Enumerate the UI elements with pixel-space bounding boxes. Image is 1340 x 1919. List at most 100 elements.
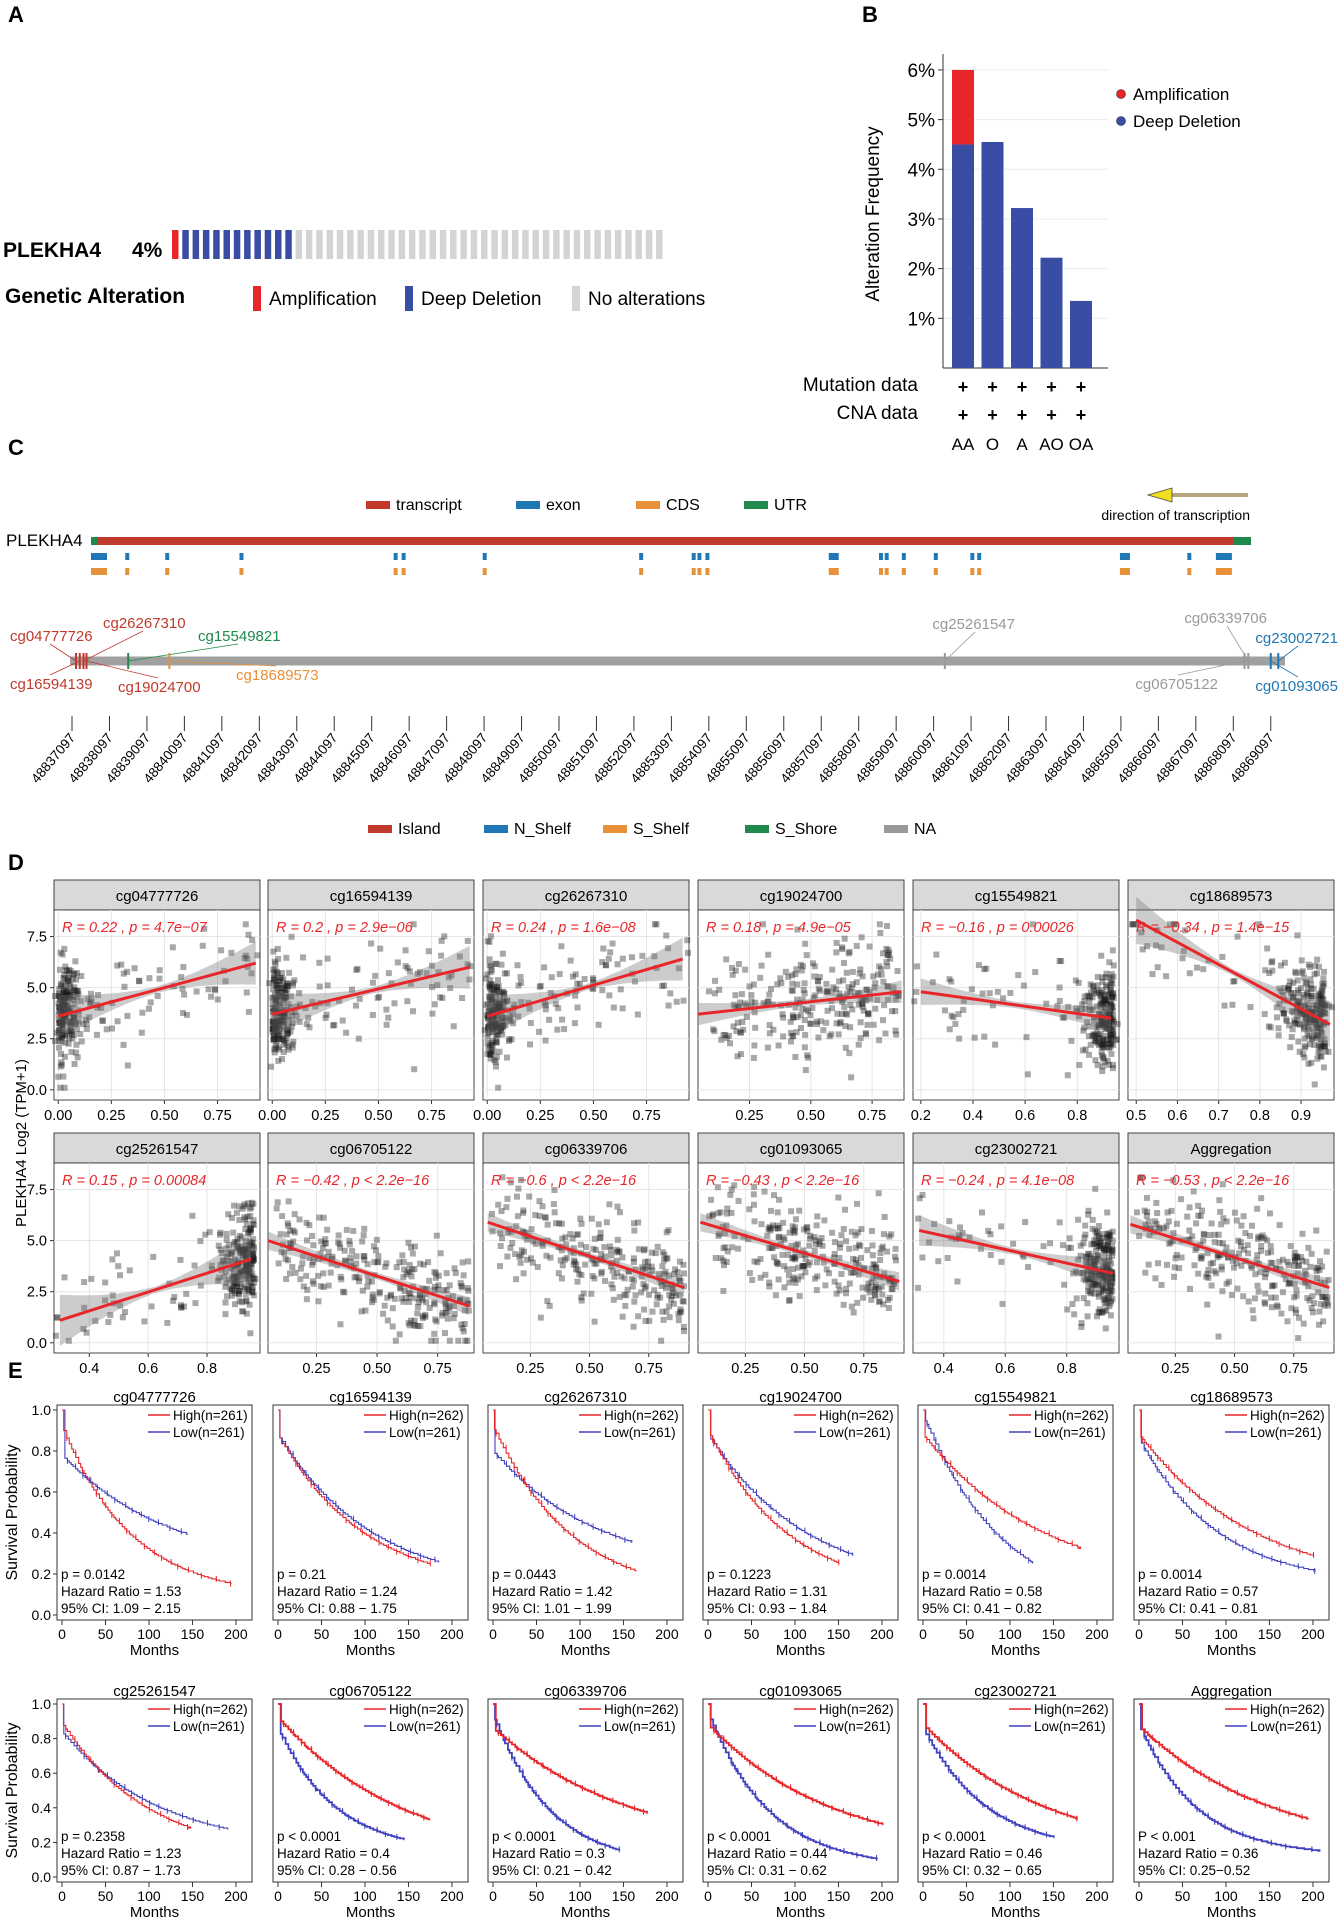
km-confidence-interval: 95% CI: 1.09 − 2.15 (61, 1601, 181, 1616)
km-x-axis-label: Months (130, 1904, 179, 1919)
scatter-point (508, 1036, 515, 1043)
scatter-point (804, 1052, 811, 1059)
scatter-point (274, 1199, 281, 1206)
scatter-point (1110, 973, 1117, 980)
scatter-point (831, 1260, 838, 1267)
facet-x-tick-label: 0.25 (311, 1108, 339, 1124)
scatter-point (1093, 1313, 1100, 1320)
km-curve-low (278, 1703, 405, 1841)
panel-label-e: E (8, 1358, 23, 1383)
facet-x-tick-label: 0.8 (1250, 1108, 1270, 1124)
scatter-point (497, 1000, 504, 1007)
scatter-point (1086, 1267, 1093, 1274)
scatter-point (805, 1008, 812, 1015)
scatter-point (1103, 970, 1110, 977)
scatter-point (876, 963, 883, 970)
scatter-point (503, 1204, 510, 1211)
scatter-point (95, 992, 102, 999)
scatter-point (574, 1278, 581, 1285)
scatter-point (335, 1239, 342, 1246)
km-x-tick-label: 50 (98, 1888, 114, 1904)
scatter-point (292, 1269, 299, 1276)
scatter-point (489, 1037, 496, 1044)
scatter-point (892, 1008, 899, 1015)
scatter-point (804, 1223, 811, 1230)
scatter-point (593, 1260, 600, 1267)
scatter-point (646, 1317, 653, 1324)
scatter-point (146, 975, 153, 982)
scatter-point (874, 997, 881, 1004)
scatter-point (500, 996, 507, 1003)
scatter-point (1101, 1288, 1108, 1295)
scatter-point (240, 1247, 247, 1254)
scatter-point (1114, 1021, 1121, 1028)
scatter-point (88, 990, 95, 997)
scatter-point (1291, 1249, 1298, 1256)
scatter-point (766, 991, 773, 998)
km-confidence-interval: 95% CI: 0.25−0.52 (1138, 1863, 1250, 1878)
scatter-point (1099, 1274, 1106, 1281)
scatter-point (530, 1238, 537, 1245)
scatter-point (1274, 1303, 1281, 1310)
scatter-point (1110, 1031, 1117, 1038)
scatter-point (651, 953, 658, 960)
scatter-point (784, 1266, 791, 1273)
scatter-point (893, 1031, 900, 1038)
scatter-point (183, 1011, 190, 1018)
scatter-point (1090, 983, 1097, 990)
facet-plot-area (1127, 1162, 1335, 1354)
scatter-point (414, 1322, 421, 1329)
scatter-point (1316, 1041, 1323, 1048)
scatter-point (117, 1302, 124, 1309)
scatter-point (246, 1242, 253, 1249)
scatter-point (1098, 1011, 1105, 1018)
scatter-point (275, 1024, 282, 1031)
scatter-point (680, 1261, 687, 1268)
scatter-point (487, 933, 494, 940)
scatter-point (779, 1251, 786, 1258)
scatter-point (67, 1025, 74, 1032)
scatter-point (278, 1027, 285, 1034)
scatter-point (495, 1002, 502, 1009)
scatter-point (249, 1257, 256, 1264)
scatter-point (638, 1273, 645, 1280)
scatter-point (249, 1271, 256, 1278)
region-legend-label: Island (398, 821, 441, 838)
scatter-point (270, 1036, 277, 1043)
scatter-point (1296, 1007, 1303, 1014)
scatter-point (1108, 1028, 1115, 1035)
scatter-point (80, 1021, 87, 1028)
scatter-point (62, 1039, 69, 1046)
scatter-point (359, 1238, 366, 1245)
scatter-point (86, 1014, 93, 1021)
scatter-point (242, 1275, 249, 1282)
scatter-point (406, 1298, 413, 1305)
scatter-point (1290, 979, 1297, 986)
scatter-point (1106, 1022, 1113, 1029)
scatter-point (1061, 1014, 1068, 1021)
scatter-point (1077, 1252, 1084, 1259)
facet-title: Aggregation (1191, 1141, 1272, 1158)
scatter-point (1106, 1267, 1113, 1274)
scatter-point (601, 1244, 608, 1251)
scatter-point (68, 1028, 75, 1035)
scatter-point (1293, 1292, 1300, 1299)
scatter-point (864, 1286, 871, 1293)
scatter-point (712, 1254, 719, 1261)
scatter-point (1098, 1021, 1105, 1028)
scatter-point (1077, 1242, 1084, 1249)
scatter-point (389, 1323, 396, 1330)
scatter-point (432, 1337, 439, 1344)
scatter-point (369, 979, 376, 986)
scatter-point (242, 921, 249, 928)
scatter-point (1262, 1300, 1269, 1307)
facet-x-tick-label: 0.4 (934, 1361, 954, 1377)
probe-label: cg06705122 (1135, 676, 1218, 693)
scatter-point (1302, 1014, 1309, 1021)
scatter-point (1103, 1241, 1110, 1248)
scatter-point (250, 1217, 257, 1224)
scatter-point (1100, 1245, 1107, 1252)
scatter-point (156, 975, 163, 982)
scatter-point (737, 999, 744, 1006)
scatter-point (860, 1294, 867, 1301)
